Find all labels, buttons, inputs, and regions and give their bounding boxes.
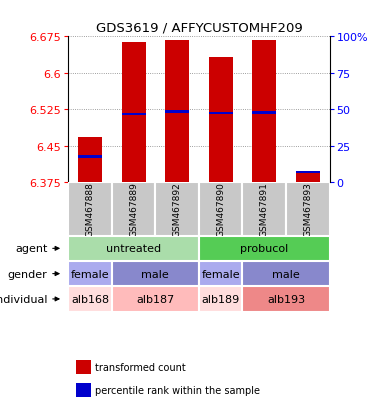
Bar bbox=[122, 43, 145, 183]
Text: individual: individual bbox=[0, 294, 47, 304]
Text: GSM467888: GSM467888 bbox=[85, 182, 94, 237]
Text: percentile rank within the sample: percentile rank within the sample bbox=[95, 385, 260, 395]
Bar bbox=[286, 183, 330, 236]
Text: GSM467893: GSM467893 bbox=[303, 182, 312, 237]
Text: male: male bbox=[272, 269, 300, 279]
Text: agent: agent bbox=[15, 244, 47, 254]
Text: female: female bbox=[71, 269, 109, 279]
Text: alb168: alb168 bbox=[71, 294, 109, 304]
Bar bbox=[199, 236, 330, 261]
Bar bbox=[155, 183, 199, 236]
Text: untreated: untreated bbox=[106, 244, 161, 254]
Bar bbox=[199, 287, 243, 312]
Text: GSM467891: GSM467891 bbox=[260, 182, 269, 237]
Bar bbox=[252, 112, 276, 114]
Bar bbox=[199, 183, 243, 236]
Text: GSM467889: GSM467889 bbox=[129, 182, 138, 237]
Title: GDS3619 / AFFYCUSTOMHF209: GDS3619 / AFFYCUSTOMHF209 bbox=[96, 21, 302, 35]
Bar bbox=[78, 156, 102, 159]
Bar bbox=[68, 261, 112, 287]
Bar bbox=[209, 57, 233, 183]
Text: alb187: alb187 bbox=[136, 294, 174, 304]
Text: alb193: alb193 bbox=[267, 294, 305, 304]
Bar bbox=[112, 287, 199, 312]
Bar bbox=[122, 113, 145, 116]
Text: GSM467890: GSM467890 bbox=[216, 182, 225, 237]
Bar bbox=[68, 183, 112, 236]
Bar bbox=[165, 40, 189, 183]
Bar bbox=[243, 287, 330, 312]
Bar bbox=[199, 261, 243, 287]
Bar bbox=[243, 261, 330, 287]
Bar bbox=[112, 261, 199, 287]
Bar bbox=[209, 112, 233, 115]
Text: probucol: probucol bbox=[240, 244, 288, 254]
Bar bbox=[252, 40, 276, 183]
Bar bbox=[112, 183, 155, 236]
Text: alb189: alb189 bbox=[202, 294, 240, 304]
Text: gender: gender bbox=[7, 269, 47, 279]
Bar bbox=[296, 171, 320, 174]
Bar bbox=[68, 236, 199, 261]
Bar bbox=[165, 111, 189, 113]
Bar bbox=[243, 183, 286, 236]
Bar bbox=[68, 287, 112, 312]
Bar bbox=[296, 174, 320, 183]
Text: transformed count: transformed count bbox=[95, 363, 186, 373]
Text: male: male bbox=[142, 269, 169, 279]
Bar bbox=[78, 138, 102, 183]
Text: female: female bbox=[201, 269, 240, 279]
Text: GSM467892: GSM467892 bbox=[173, 182, 182, 237]
